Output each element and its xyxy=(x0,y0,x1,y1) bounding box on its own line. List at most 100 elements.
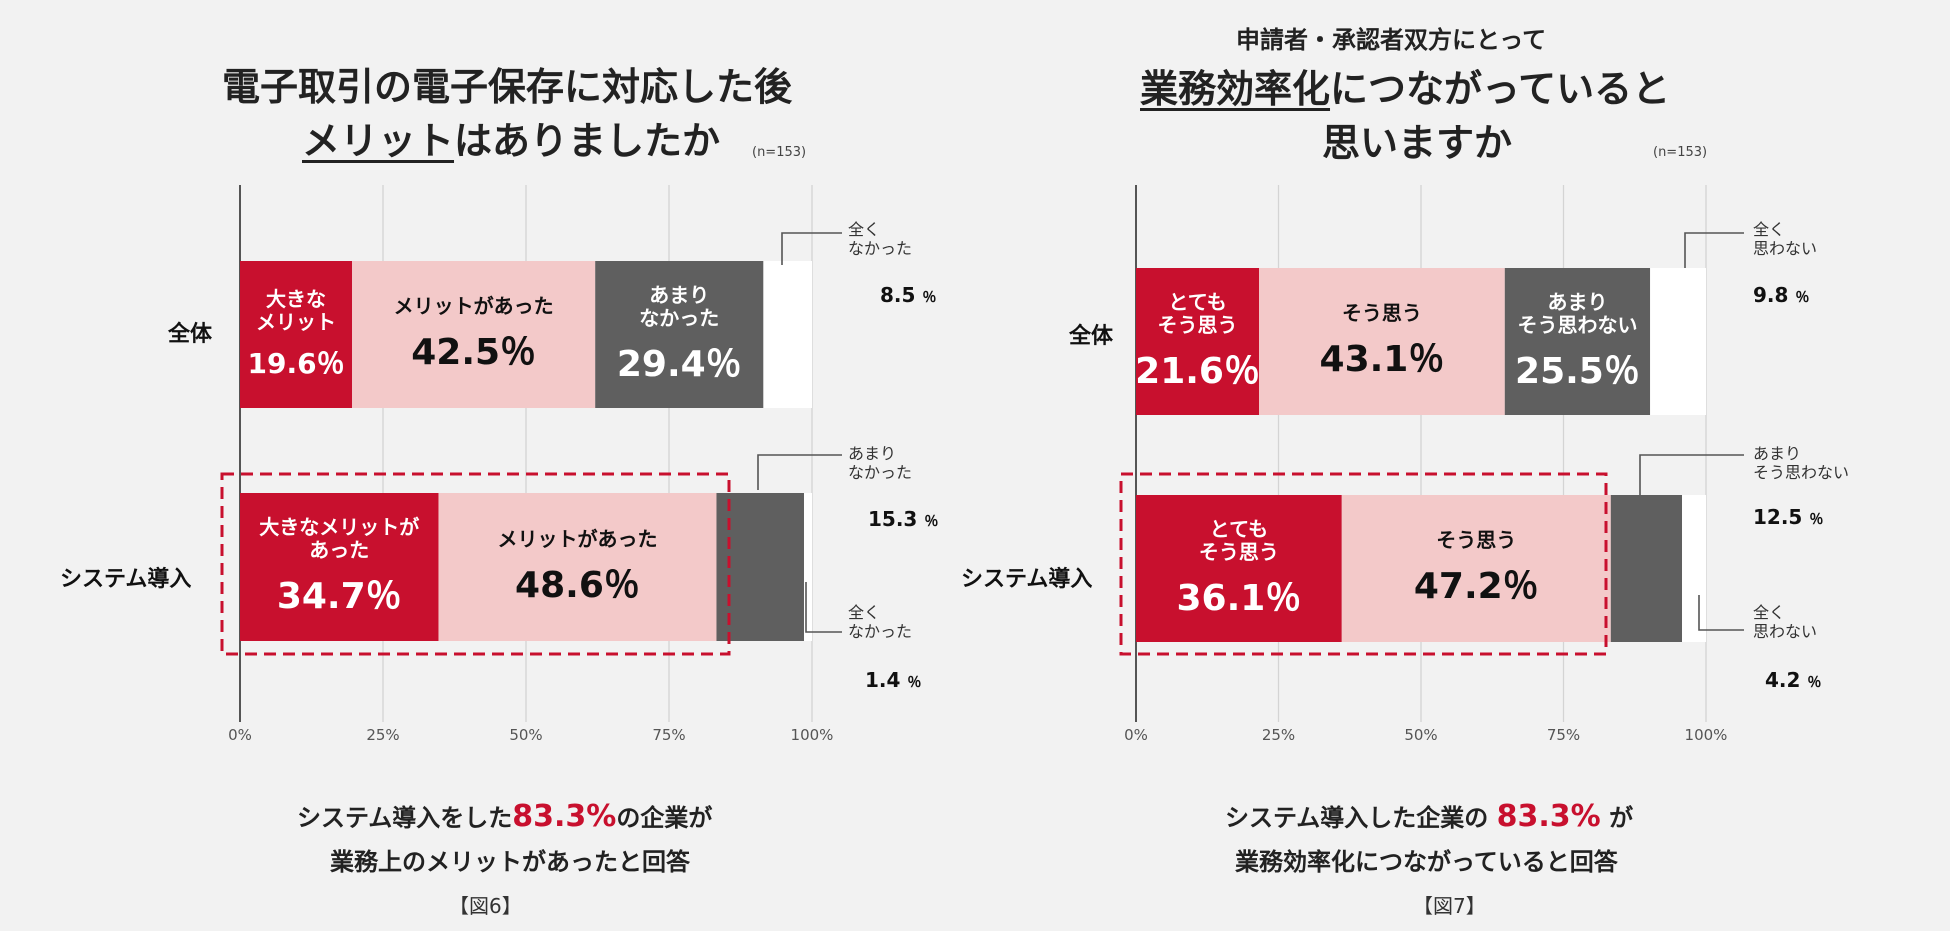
callout-number: 4.2 xyxy=(1765,668,1808,692)
segment-name: メリットがあった xyxy=(497,526,658,551)
row-label-all: 全体 xyxy=(1069,324,1114,349)
bar-segment xyxy=(1650,268,1706,415)
x-tick-label: 100% xyxy=(791,726,834,744)
conclusion-line2: 業務上のメリットがあったと回答 xyxy=(330,848,690,876)
callout-label: 全く 思わない xyxy=(1753,603,1818,642)
segment-label: あまり なかった 29.4％ xyxy=(595,261,763,408)
segment-name: 大きな メリット xyxy=(256,287,337,335)
conclusion-pre: システム導入をした xyxy=(297,804,513,832)
segment-label: メリットがあった 48.6％ xyxy=(438,493,716,641)
conclusion-post: の企業が xyxy=(616,804,713,832)
segment-label: そう思う 47.2％ xyxy=(1342,495,1611,642)
bar-segment xyxy=(763,261,812,408)
conclusion-highlight: 83.3% xyxy=(512,799,617,834)
segment-name: あまり なかった xyxy=(639,282,720,330)
chart-title-line2: メリットはありましたか xyxy=(302,110,720,165)
segment-name: メリットがあった xyxy=(393,294,554,319)
chart-title-underlined: 業務効率化 xyxy=(1140,67,1331,111)
callout-number: 15.3 xyxy=(868,507,925,531)
callout-label: あまり なかった xyxy=(848,444,913,483)
callout-number: 1.4 xyxy=(865,668,908,692)
callout-value: 1.4 ％ xyxy=(865,668,921,692)
x-tick-label: 0% xyxy=(228,726,252,744)
bar-segment xyxy=(1504,268,1651,415)
callout-label: あまり そう思わない xyxy=(1753,444,1850,483)
conclusion-line1: システム導入した企業の 83.3% が xyxy=(1225,798,1633,834)
x-tick-label: 50% xyxy=(509,726,542,744)
segment-name: そう思う xyxy=(1436,528,1517,553)
bar-segment xyxy=(438,493,717,641)
figure-label: 【図7】 xyxy=(1413,894,1486,918)
conclusion-line1: システム導入をした83.3%の企業が xyxy=(297,798,712,834)
callout-unit: ％ xyxy=(1809,512,1824,528)
callout-leader-line xyxy=(1684,232,1744,268)
callout-label: 全く なかった xyxy=(848,603,913,642)
callout-value: 8.5 ％ xyxy=(880,283,936,307)
stacked-bar-chart: 0% 25% 50% 75% 100% xyxy=(1119,185,1744,744)
segment-label: そう思う 43.1％ xyxy=(1259,268,1505,415)
callout-value: 4.2 ％ xyxy=(1765,668,1821,692)
chart-subtitle: 申請者・承認者双方にとって xyxy=(1236,26,1547,54)
segment-name: あまり そう思わない xyxy=(1517,289,1638,337)
segment-label: 大きな メリット 19.6％ xyxy=(240,261,352,408)
segment-label: 大きなメリットが あった 34.7％ xyxy=(240,493,438,641)
segment-name: とても そう思う xyxy=(1157,289,1238,337)
bar-segment xyxy=(1610,495,1683,642)
chart-title-underlined: メリット xyxy=(302,119,455,163)
sample-size-note: (n=153) xyxy=(752,145,807,160)
bar-segment xyxy=(1341,495,1611,642)
callout-unit: ％ xyxy=(922,290,937,306)
chart-title-rest: につながっていると xyxy=(1330,67,1671,111)
row-label-system: システム導入 xyxy=(961,567,1093,592)
segment-name: 大きなメリットが あった xyxy=(259,515,420,563)
sample-size-note: (n=153) xyxy=(1653,145,1708,160)
segment-label: とても そう思う 36.1％ xyxy=(1136,495,1342,642)
bar-segment xyxy=(1259,268,1505,415)
chart-title-rest: はありましたか xyxy=(454,119,721,163)
segment-value: 21.6％ xyxy=(1135,350,1260,392)
x-tick-label: 50% xyxy=(1404,726,1437,744)
stacked-bar-chart: 0% 25% 50% 75% 100% xyxy=(220,185,842,744)
segment-value: 36.1％ xyxy=(1176,577,1302,619)
x-tick-label: 0% xyxy=(1124,726,1148,744)
bar-segment xyxy=(352,261,596,408)
conclusion-line2: 業務効率化につながっていると回答 xyxy=(1235,848,1618,876)
bar-segment xyxy=(240,261,353,408)
x-tick-label: 75% xyxy=(652,726,685,744)
callout-value: 12.5 ％ xyxy=(1753,505,1823,529)
bar-segment xyxy=(595,261,764,408)
segment-value: 34.7％ xyxy=(276,576,402,618)
chart-title-line1: 業務効率化につながっていると xyxy=(1140,58,1670,113)
callout-leader-line xyxy=(805,582,842,633)
segment-value: 25.5％ xyxy=(1515,350,1640,392)
x-tick-label: 100% xyxy=(1685,726,1728,744)
segment-value: 29.4％ xyxy=(616,343,742,385)
segment-value: 19.6％ xyxy=(247,347,345,381)
bar-segment xyxy=(1136,268,1260,415)
callout-unit: ％ xyxy=(1807,675,1822,691)
x-tick-label: 75% xyxy=(1547,726,1580,744)
bar-segment xyxy=(1682,495,1706,642)
conclusion-pre: システム導入した企業の xyxy=(1225,804,1489,832)
callout-number: 12.5 xyxy=(1753,505,1810,529)
chart-title-line2: 思いますか xyxy=(1322,121,1513,165)
bar-segment xyxy=(716,493,804,641)
callout-label: 全く 思わない xyxy=(1753,220,1818,259)
figure-label: 【図6】 xyxy=(449,894,522,918)
bar-segment xyxy=(1136,495,1342,642)
segment-label: あまり そう思わない 25.5％ xyxy=(1505,268,1650,415)
figure-7-panel: 申請者・承認者双方にとって 業務効率化につながっていると 思いますか (n=15… xyxy=(961,0,1950,931)
callout-leader-line xyxy=(781,232,842,265)
segment-value: 48.6％ xyxy=(515,564,640,606)
segment-value: 47.2％ xyxy=(1413,566,1539,608)
callout-value: 15.3 ％ xyxy=(868,507,938,531)
segment-name: そう思う xyxy=(1341,301,1422,326)
segment-label: メリットがあった 42.5％ xyxy=(352,261,595,408)
conclusion-highlight: 83.3% xyxy=(1496,799,1601,834)
conclusion-post: が xyxy=(1609,804,1634,832)
bar-segment xyxy=(240,493,439,641)
callout-unit: ％ xyxy=(924,514,939,530)
callout-leader-line xyxy=(1639,454,1744,495)
callout-value: 9.8 ％ xyxy=(1753,283,1809,307)
callout-unit: ％ xyxy=(1795,290,1810,306)
